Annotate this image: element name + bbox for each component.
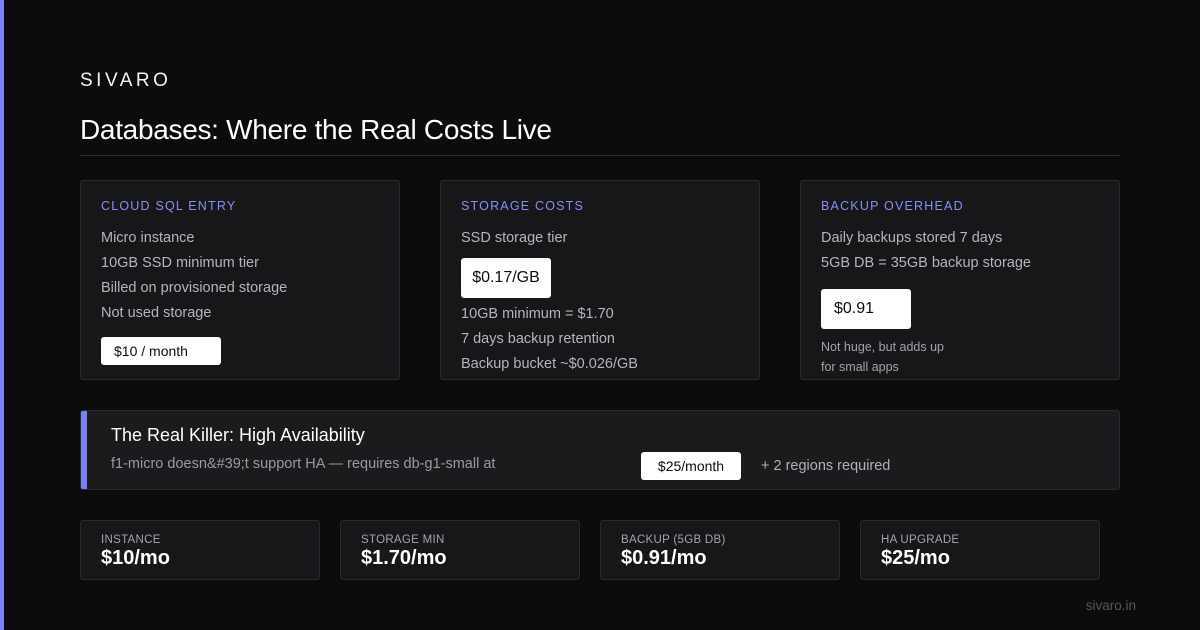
stat-label: STORAGE MIN (361, 534, 445, 546)
card-line: 10GB minimum = $1.70 (461, 306, 614, 322)
card-label: STORAGE COSTS (461, 199, 585, 213)
price-badge: $0.17/GB (461, 258, 551, 298)
title-divider (80, 155, 1120, 156)
card-storage-costs: STORAGE COSTS SSD storage tier $0.17/GB … (440, 180, 760, 380)
card-line: 5GB DB = 35GB backup storage (821, 255, 1031, 271)
card-line: Daily backups stored 7 days (821, 230, 1003, 246)
footer-url: sivaro.in (1085, 598, 1136, 613)
stat-storage-min: STORAGE MIN $1.70/mo (340, 520, 580, 580)
card-line: SSD storage tier (461, 230, 568, 246)
stat-value: $0.91/mo (621, 547, 707, 569)
card-label: CLOUD SQL ENTRY (101, 199, 237, 213)
card-backup-overhead: BACKUP OVERHEAD Daily backups stored 7 d… (800, 180, 1120, 380)
stat-ha-upgrade: HA UPGRADE $25/mo (860, 520, 1100, 580)
note-line: for small apps (821, 360, 899, 374)
stat-label: BACKUP (5GB DB) (621, 534, 726, 546)
card-line: Backup bucket ~$0.026/GB (461, 356, 638, 372)
card-cloud-sql-entry: CLOUD SQL ENTRY Micro instance 10GB SSD … (80, 180, 400, 380)
card-label: BACKUP OVERHEAD (821, 199, 964, 213)
stat-value: $25/mo (881, 547, 950, 569)
stat-backup: BACKUP (5GB DB) $0.91/mo (600, 520, 840, 580)
price-badge: $25/month (641, 452, 741, 480)
price-badge: $0.91 (821, 289, 911, 329)
regions-note: + 2 regions required (761, 458, 891, 474)
accent-bar (0, 0, 4, 630)
card-line: Micro instance (101, 230, 195, 246)
stat-label: INSTANCE (101, 534, 161, 546)
ha-callout: The Real Killer: High Availability f1-mi… (80, 410, 1120, 490)
callout-title: The Real Killer: High Availability (111, 425, 365, 445)
note-line: Not huge, but adds up (821, 340, 945, 354)
card-line: Not used storage (101, 305, 212, 321)
stat-label: HA UPGRADE (881, 534, 960, 546)
callout-accent-bar (81, 411, 87, 489)
card-line: 10GB SSD minimum tier (101, 255, 259, 271)
page-title: Databases: Where the Real Costs Live (80, 114, 552, 145)
price-badge: $10 / month (101, 337, 221, 365)
callout-subtitle: f1-micro doesn&#39;t support HA — requir… (111, 456, 496, 472)
card-line: 7 days backup retention (461, 331, 615, 347)
card-line: Billed on provisioned storage (101, 280, 288, 296)
brand-logo: SIVARO (80, 70, 172, 91)
stat-value: $1.70/mo (361, 547, 447, 569)
stat-instance: INSTANCE $10/mo (80, 520, 320, 580)
stat-value: $10/mo (101, 547, 170, 569)
